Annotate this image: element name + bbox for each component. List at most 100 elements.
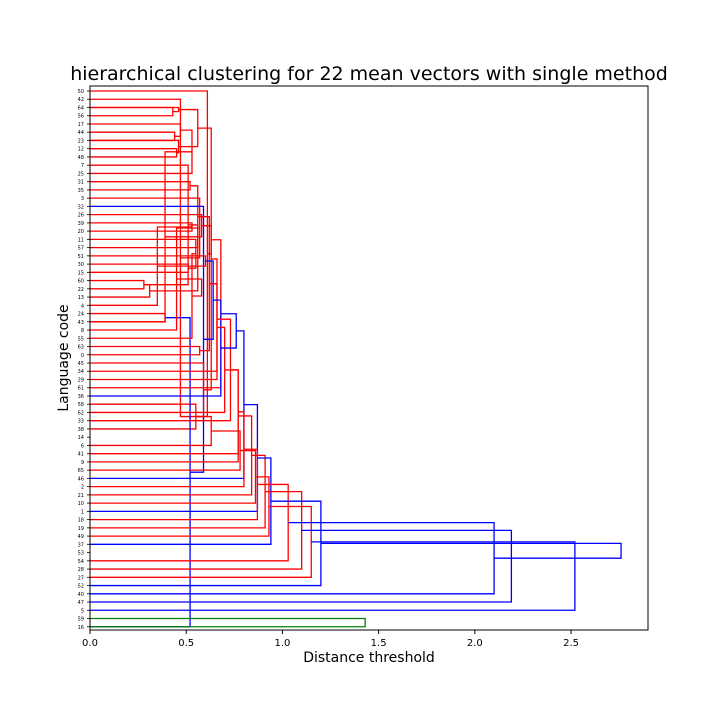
leaf-label: 29 — [78, 377, 84, 383]
dendrogram-link — [90, 98, 196, 418]
leaf-label: 44 — [78, 130, 84, 136]
leaf-label: 61 — [78, 386, 84, 392]
dendrogram-link — [90, 131, 176, 142]
leaf-label: 27 — [78, 575, 84, 581]
leaf-label: 35 — [78, 188, 84, 194]
x-tick-label: 1.5 — [371, 638, 387, 649]
leaf-label: 36 — [78, 394, 84, 400]
dendrogram-link — [90, 541, 576, 611]
dendrogram-link — [90, 123, 182, 137]
dendrogram-link — [90, 317, 191, 628]
dendrogram-link — [90, 430, 241, 471]
x-tick-label: 0.0 — [82, 638, 98, 649]
dendrogram-link — [90, 415, 253, 496]
leaf-label: 16 — [78, 625, 84, 631]
x-tick-label: 0.5 — [178, 638, 194, 649]
leaf-label: 28 — [78, 567, 84, 573]
dendrogram-link — [90, 263, 189, 273]
leaf-label: 56 — [78, 114, 84, 120]
leaf-label: 30 — [78, 262, 84, 268]
leaf-label: 1 — [81, 509, 84, 515]
leaf-label: 14 — [78, 435, 84, 441]
dendrogram-link — [90, 148, 178, 158]
leaf-label: 24 — [78, 312, 84, 318]
x-tick-label: 2.5 — [563, 638, 579, 649]
leaf-label: 59 — [78, 617, 84, 623]
leaf-label: 53 — [78, 551, 84, 557]
dendrogram-link — [149, 224, 199, 292]
leaf-label: 43 — [78, 320, 84, 326]
dendrogram-link — [90, 139, 180, 154]
x-tick-labels: 0.0 0.5 1.0 1.5 2.0 2.5 — [82, 630, 579, 649]
leaf-label: 2 — [81, 485, 84, 491]
leaf-label: 46 — [78, 476, 84, 482]
dendrogram-link — [90, 255, 207, 267]
leaf-label: 7 — [81, 163, 84, 169]
leaf-label: 52 — [78, 584, 84, 590]
dendrogram-link — [90, 454, 266, 529]
leaf-label: 12 — [78, 147, 84, 153]
dendrogram-link — [90, 483, 289, 562]
dendrogram-link — [90, 185, 199, 249]
leaf-label: 5 — [81, 608, 84, 614]
dendrogram-link — [176, 278, 203, 297]
dendrogram-link — [90, 205, 205, 473]
leaf-label: 10 — [78, 501, 84, 507]
dendrogram-link — [90, 505, 312, 578]
leaf-label: 54 — [78, 559, 84, 565]
leaf-label: 51 — [78, 254, 84, 260]
leaf-label: 8 — [81, 328, 84, 334]
leaf-label: 20 — [78, 229, 84, 235]
dendrogram-link — [90, 164, 189, 286]
y-tick-labels: 5042645617442312487253135332263920115751… — [78, 89, 90, 631]
leaf-label: 6 — [81, 443, 84, 449]
dendrogram-link — [90, 326, 226, 414]
leaf-label: 37 — [78, 542, 84, 548]
leaf-label: 50 — [78, 89, 84, 95]
leaf-label: 58 — [78, 402, 84, 408]
leaf-label: 21 — [78, 493, 84, 499]
dendrogram-link — [90, 617, 366, 628]
leaf-label: 33 — [78, 419, 84, 425]
chart-title: hierarchical clustering for 22 mean vect… — [70, 63, 668, 85]
leaf-label: 49 — [78, 534, 84, 540]
leaf-label: 63 — [78, 345, 84, 351]
leaf-label: 15 — [78, 270, 84, 276]
dendrogram-link — [90, 312, 166, 323]
leaf-label: 45 — [78, 361, 84, 367]
leaf-label: 48 — [78, 155, 84, 161]
leaf-label: 55 — [78, 336, 84, 342]
dendrogram-link — [90, 106, 174, 117]
dendrogram-link — [90, 151, 192, 323]
x-axis-label: Distance threshold — [303, 650, 435, 666]
dendrogram-link — [90, 279, 145, 290]
leaf-label: 18 — [78, 518, 84, 524]
dendrogram-link — [90, 284, 151, 298]
y-axis-label: Language code — [56, 304, 72, 411]
dendrogram-link — [90, 181, 191, 191]
dendrogram-link — [90, 448, 259, 521]
leaf-label: 9 — [81, 460, 84, 466]
leaf-label: 34 — [78, 369, 84, 375]
leaf-label: 41 — [78, 452, 84, 458]
leaf-label: 40 — [78, 592, 84, 598]
leaf-label: 39 — [78, 221, 84, 227]
dendrogram-link — [90, 299, 222, 397]
leaf-label: 38 — [78, 427, 84, 433]
dendrogram-link — [90, 106, 180, 113]
x-tick-label: 2.0 — [467, 638, 483, 649]
leaf-label: 3 — [81, 196, 84, 202]
dendrogram-link — [90, 213, 203, 238]
dendrogram-link — [90, 253, 196, 339]
dendrogram-links — [90, 90, 622, 628]
leaf-label: 22 — [78, 287, 84, 293]
leaf-label: 23 — [78, 138, 84, 144]
leaf-label: 47 — [78, 600, 84, 606]
dendrogram-link — [90, 500, 322, 587]
leaf-label: 25 — [78, 171, 84, 177]
leaf-label: 0 — [81, 353, 84, 359]
dendrogram-link — [90, 330, 245, 480]
leaf-label: 11 — [78, 237, 84, 243]
leaf-label: 65 — [78, 468, 84, 474]
